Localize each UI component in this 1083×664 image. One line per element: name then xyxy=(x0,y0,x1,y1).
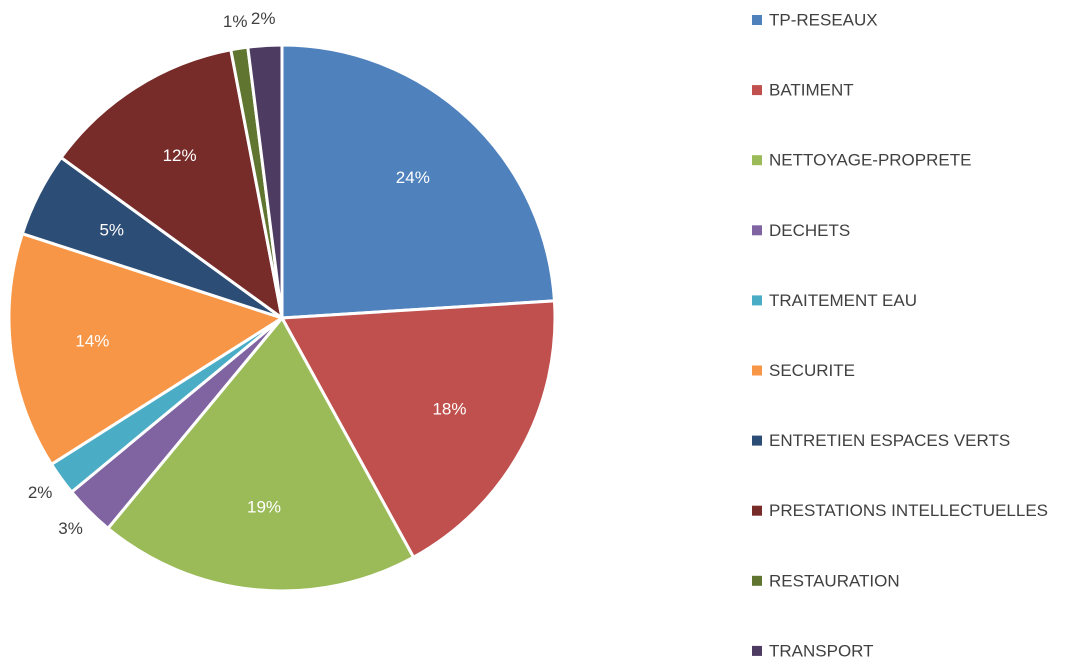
legend-swatch xyxy=(752,225,762,236)
legend-swatch xyxy=(752,505,762,516)
legend-swatch xyxy=(752,155,762,166)
pie-slice xyxy=(246,43,284,319)
legend-label: TRAITEMENT EAU xyxy=(769,291,917,310)
legend-swatch xyxy=(752,365,762,376)
data-label: 2% xyxy=(28,483,53,502)
legend-swatch xyxy=(752,435,762,446)
legend-swatch xyxy=(752,15,762,25)
legend-label: SECURITE xyxy=(769,361,855,380)
legend-label: TP-RESEAUX xyxy=(769,10,878,29)
pie-slice xyxy=(7,231,286,467)
legend-label: BATIMENT xyxy=(769,81,854,100)
legend-swatch xyxy=(752,295,762,306)
data-label: 18% xyxy=(432,400,466,419)
data-label: 2% xyxy=(251,9,276,28)
legend-swatch xyxy=(752,85,762,96)
data-label: 14% xyxy=(75,331,109,350)
legend-swatch xyxy=(752,575,762,586)
pie-slice xyxy=(59,48,285,322)
legend-label: NETTOYAGE-PROPRETE xyxy=(769,151,971,170)
legend-label: RESTAURATION xyxy=(769,571,900,590)
data-label: 12% xyxy=(163,146,197,165)
legend-swatch xyxy=(752,645,762,656)
legend-label: TRANSPORT xyxy=(769,641,874,660)
pie-slice xyxy=(280,43,557,320)
data-label: 3% xyxy=(58,519,83,538)
pie-slice xyxy=(105,315,416,593)
data-label: 1% xyxy=(223,12,248,31)
legend-label: PRESTATIONS INTELLECTUELLES xyxy=(769,501,1048,520)
data-label: 5% xyxy=(99,221,124,240)
pie-slice xyxy=(279,299,557,560)
legend-label: ENTRETIEN ESPACES VERTS xyxy=(769,431,1010,450)
legend-label: DECHETS xyxy=(769,221,850,240)
data-label: 24% xyxy=(396,168,430,187)
data-label: 19% xyxy=(247,498,281,517)
